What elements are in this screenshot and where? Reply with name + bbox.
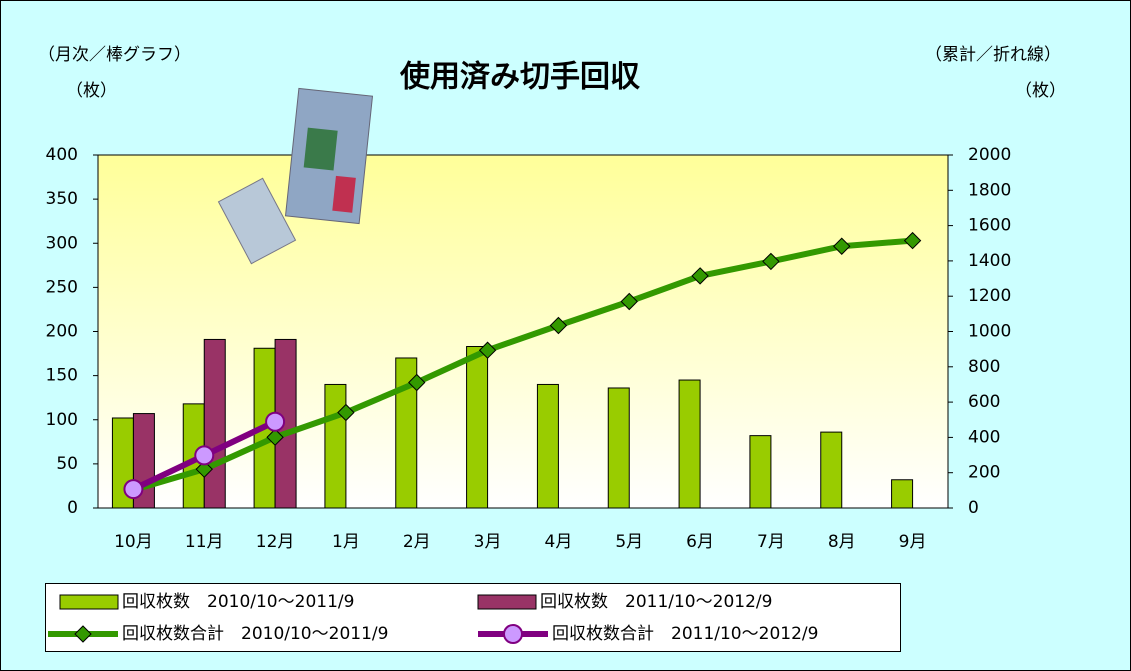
- legend-label: 回収枚数合計 2011/10～2012/9: [552, 624, 818, 644]
- chart: 使用済み切手回収 （月次／棒グラフ） （枚） （累計／折れ線） （枚） 0 50 1…: [0, 0, 1131, 671]
- y-tick-label: 50: [56, 454, 78, 474]
- legend-label: 回収枚数合計 2010/10～2011/9: [122, 624, 388, 644]
- bar: [325, 384, 346, 508]
- bar: [821, 432, 842, 508]
- legend-marker: [504, 625, 522, 643]
- y2-tick-label: 800: [968, 357, 1000, 377]
- bar: [750, 436, 771, 508]
- y-axis-unit: （枚）: [66, 81, 117, 101]
- legend-swatch: [478, 595, 536, 609]
- bar: [204, 339, 225, 508]
- y2-axis-unit: （枚）: [1015, 81, 1066, 101]
- y-tick-label: 150: [46, 366, 78, 386]
- x-tick-label: 2月: [403, 532, 431, 552]
- line-marker: [266, 413, 284, 431]
- y2-axis-label: （累計／折れ線）: [925, 45, 1061, 65]
- bar: [467, 347, 488, 508]
- y-tick-label: 0: [67, 498, 78, 518]
- x-tick-label: 8月: [828, 532, 856, 552]
- y-tick-label: 300: [46, 233, 78, 253]
- y-tick-label: 200: [46, 322, 78, 342]
- x-tick-label: 7月: [757, 532, 785, 552]
- x-tick-label: 11月: [185, 532, 224, 552]
- x-tick-label: 5月: [615, 532, 643, 552]
- bar: [537, 384, 558, 508]
- y2-tick-label: 1600: [968, 216, 1011, 236]
- bar: [679, 380, 700, 508]
- y-tick-label: 350: [46, 189, 78, 209]
- y-tick-label: 400: [46, 145, 78, 165]
- x-tick-label: 10月: [114, 532, 153, 552]
- line-marker: [195, 446, 213, 464]
- bar: [892, 480, 913, 508]
- x-tick-label: 9月: [899, 532, 927, 552]
- y2-tick-label: 200: [968, 463, 1000, 483]
- y-tick-label: 100: [46, 410, 78, 430]
- x-tick-label: 6月: [686, 532, 714, 552]
- x-tick-label: 1月: [332, 532, 360, 552]
- legend-swatch: [60, 595, 118, 609]
- bar: [608, 388, 629, 508]
- x-tick-label: 4月: [545, 532, 573, 552]
- y-axis-label: （月次／棒グラフ）: [38, 45, 191, 65]
- y2-tick-label: 1000: [968, 322, 1011, 342]
- y2-tick-label: 1800: [968, 180, 1011, 200]
- legend-label: 回収枚数 2010/10～2011/9: [122, 592, 354, 612]
- y2-tick-label: 600: [968, 392, 1000, 412]
- x-tick-label: 12月: [256, 532, 295, 552]
- y2-tick-label: 1200: [968, 286, 1011, 306]
- y2-tick-label: 400: [968, 427, 1000, 447]
- x-tick-label: 3月: [474, 532, 502, 552]
- y-tick-label: 250: [46, 277, 78, 297]
- legend-label: 回収枚数 2011/10～2012/9: [540, 592, 772, 612]
- y2-tick-label: 1400: [968, 251, 1011, 271]
- line-marker: [124, 480, 142, 498]
- y2-tick-label: 2000: [968, 145, 1011, 165]
- chart-title: 使用済み切手回収: [399, 60, 641, 95]
- y2-tick-label: 0: [968, 498, 979, 518]
